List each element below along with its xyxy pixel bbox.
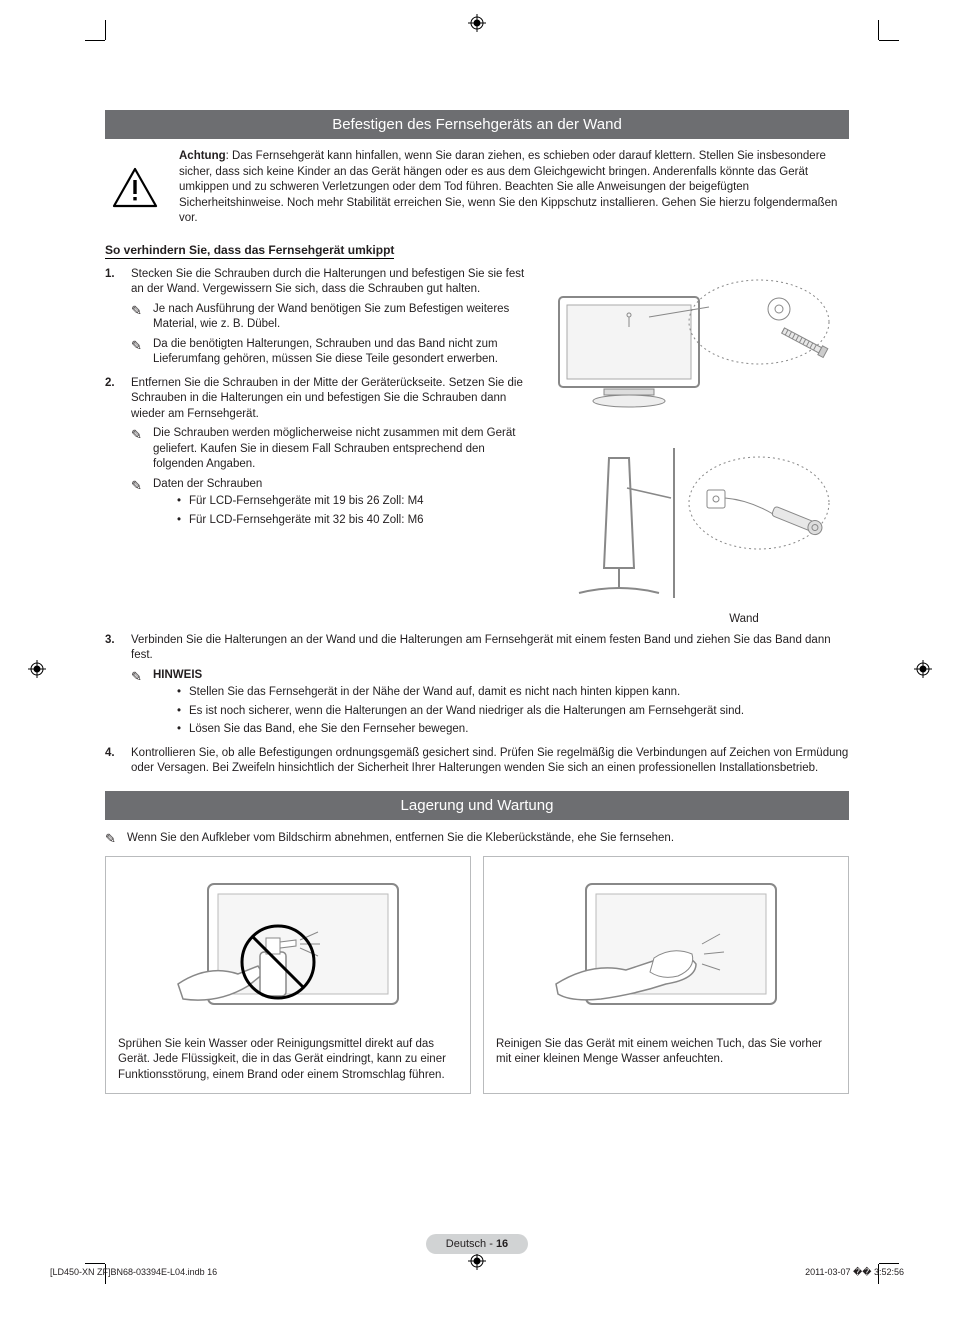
figure-tv-side-wall: Wand xyxy=(549,438,849,625)
cleaning-dont-caption: Sprühen Sie kein Wasser oder Reinigungsm… xyxy=(118,1037,458,1084)
figure-tv-front-anchor xyxy=(549,267,849,430)
section-header-mounting: Befestigen des Fernsehgeräts an der Wand xyxy=(105,110,849,139)
no-spray-icon xyxy=(168,874,408,1024)
doc-timestamp: 2011-03-07 �� 3:52:56 xyxy=(805,1267,904,1278)
cloth-wipe-icon xyxy=(546,874,786,1024)
bullet-item: Für LCD-Fernsehgeräte mit 32 bis 40 Zoll… xyxy=(175,513,533,529)
note-heading: HINWEIS Stellen Sie das Fernsehgerät in … xyxy=(131,668,849,738)
step-1: Stecken Sie die Schrauben durch die Halt… xyxy=(105,267,533,368)
cleaning-do-caption: Reinigen Sie das Gerät mit einem weichen… xyxy=(496,1037,836,1068)
page-footer: Deutsch - 16 xyxy=(105,1234,849,1254)
steps-list: Stecken Sie die Schrauben durch die Halt… xyxy=(105,267,533,529)
warning-text: Achtung: Das Fernsehgerät kann hinfallen… xyxy=(179,149,849,227)
steps-list-cont: Verbinden Sie die Halterungen an der Wan… xyxy=(105,633,849,777)
note-item: Die Schrauben werden möglicherweise nich… xyxy=(131,426,533,473)
step-2: Entfernen Sie die Schrauben in der Mitte… xyxy=(105,376,533,529)
step-4: Kontrollieren Sie, ob alle Befestigungen… xyxy=(105,746,849,777)
step-3: Verbinden Sie die Halterungen an der Wan… xyxy=(105,633,849,738)
sticker-removal-note: Wenn Sie den Aufkleber vom Bildschirm ab… xyxy=(105,830,849,846)
cleaning-dont-cell: Sprühen Sie kein Wasser oder Reinigungsm… xyxy=(105,856,471,1095)
note-item: Da die benötigten Halterungen, Schrauben… xyxy=(131,337,533,368)
bullet-item: Es ist noch sicherer, wenn die Halterung… xyxy=(175,704,849,720)
section-header-storage: Lagerung und Wartung xyxy=(105,791,849,820)
bullet-item: Für LCD-Fernsehgeräte mit 19 bis 26 Zoll… xyxy=(175,494,533,510)
sub-heading-prevent-tipping: So verhindern Sie, dass das Fernsehgerät… xyxy=(105,243,394,259)
document-metadata: [LD450-XN ZF]BN68-03394E-L04.indb 16 201… xyxy=(50,1267,904,1278)
note-item: Je nach Ausführung der Wand benötigen Si… xyxy=(131,302,533,333)
note-item: Daten der Schrauben Für LCD-Fernsehgerät… xyxy=(131,477,533,529)
warning-triangle-icon xyxy=(111,166,159,210)
bullet-item: Lösen Sie das Band, ehe Sie den Fernsehe… xyxy=(175,722,849,738)
bullet-item: Stellen Sie das Fernsehgerät in der Nähe… xyxy=(175,685,849,701)
warning-block: Achtung: Das Fernsehgerät kann hinfallen… xyxy=(105,149,849,227)
doc-filename: [LD450-XN ZF]BN68-03394E-L04.indb 16 xyxy=(50,1267,217,1278)
cleaning-do-cell: Reinigen Sie das Gerät mit einem weichen… xyxy=(483,856,849,1095)
